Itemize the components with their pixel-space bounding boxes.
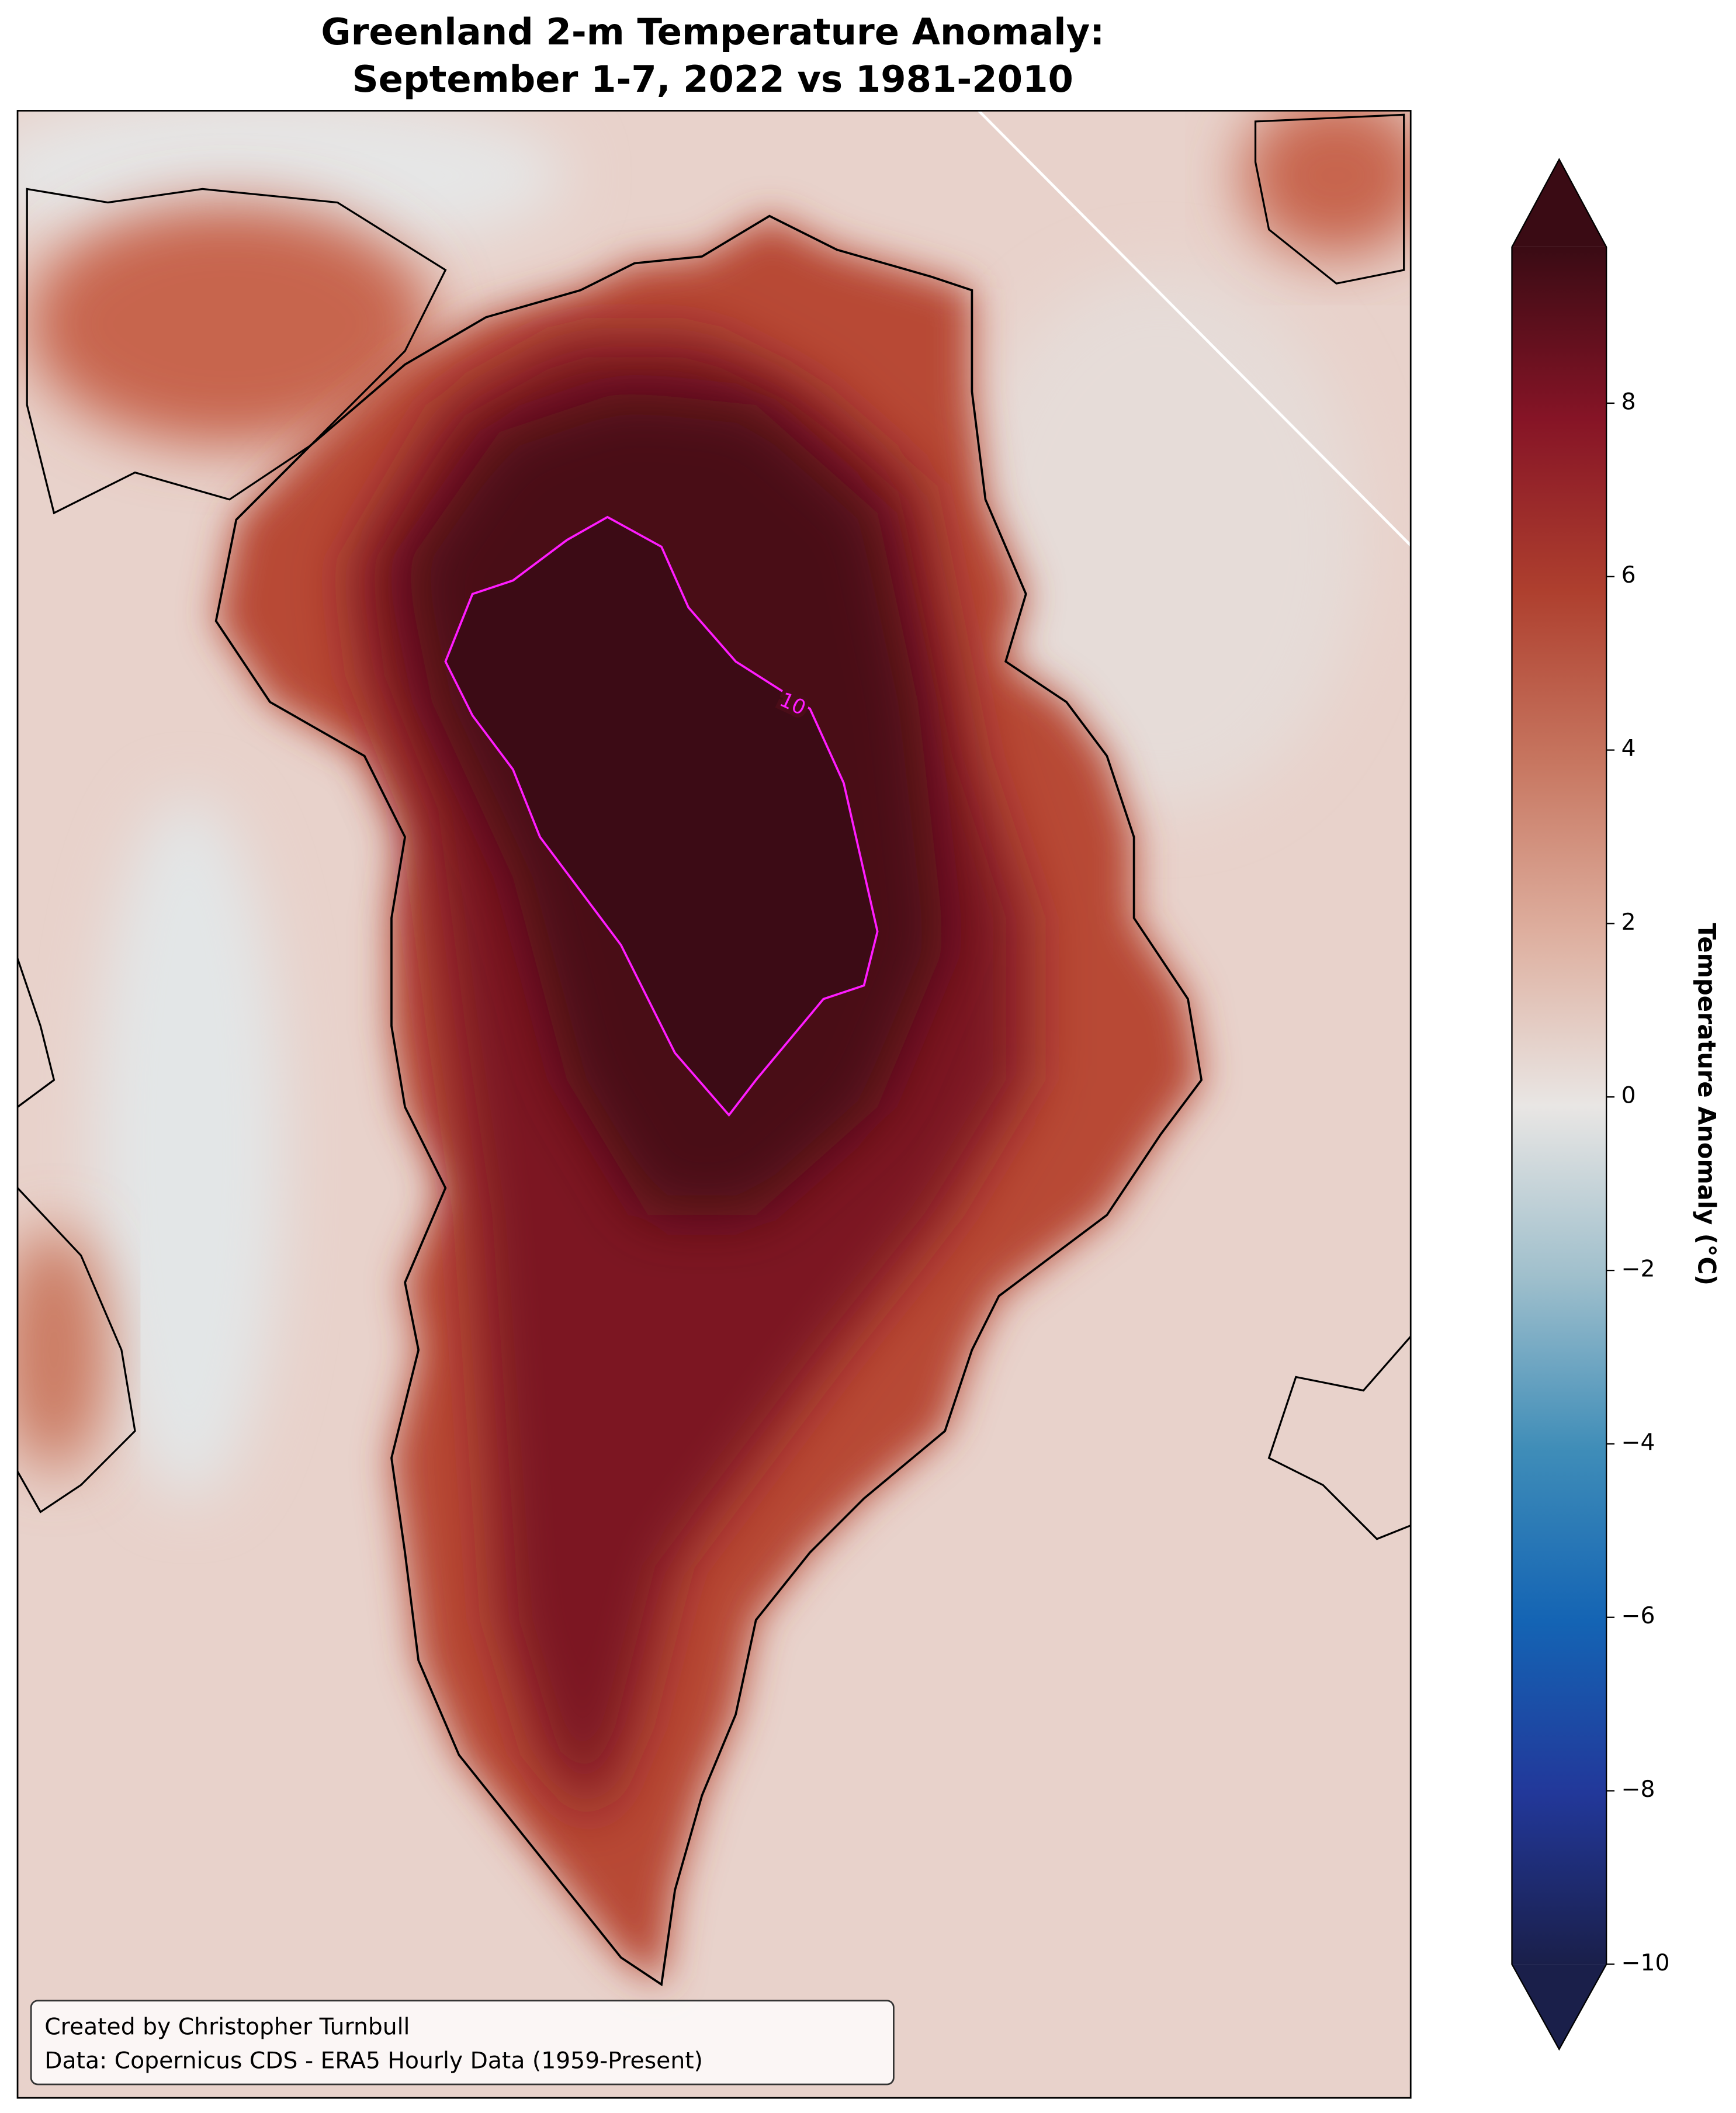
title-line: September 1-7, 2022 vs 1981-2010 bbox=[352, 58, 1073, 101]
colorbar-tick-label: 8 bbox=[1621, 389, 1636, 415]
colorbar-tick-label: 4 bbox=[1621, 736, 1636, 762]
colorbar-tick-label: 6 bbox=[1621, 562, 1636, 588]
cool-area bbox=[94, 796, 284, 1499]
coastline bbox=[18, 1187, 136, 1513]
coastline bbox=[1267, 1336, 1411, 1540]
credit-box: Created by Christopher Turnbull Data: Co… bbox=[30, 2000, 895, 2086]
warm-area bbox=[27, 202, 432, 446]
title-line: Greenland 2-m Temperature Anomaly: bbox=[321, 11, 1104, 53]
credit-line: Created by Christopher Turnbull bbox=[44, 2014, 410, 2041]
title: Greenland 2-m Temperature Anomaly: Septe… bbox=[321, 11, 1104, 101]
contour-line bbox=[444, 515, 879, 1117]
colorbar-tick-label: −8 bbox=[1621, 1776, 1655, 1803]
colorbar-tick-label: 0 bbox=[1621, 1083, 1636, 1109]
colorbar-label: Temperature Anomaly (°C) bbox=[1692, 923, 1721, 1286]
credit-line: Data: Copernicus CDS - ERA5 Hourly Data … bbox=[44, 2048, 703, 2074]
colorbar-tick-label: −10 bbox=[1621, 1950, 1670, 1976]
colorbar-tick-label: −4 bbox=[1621, 1429, 1655, 1456]
core bbox=[445, 517, 878, 1116]
colorbar-tick-label: −6 bbox=[1621, 1603, 1655, 1629]
coastline bbox=[26, 188, 447, 515]
seam-line bbox=[978, 110, 1411, 546]
colorbar: Temperature Anomaly (°C) −10 −8 −6 −4 −2 0 2 4 6… bbox=[1511, 158, 1721, 2051]
colorbar-extend bbox=[1512, 1964, 1607, 2049]
colorbar-frame bbox=[1511, 158, 1607, 2051]
colorbar-tick-label: 2 bbox=[1621, 909, 1636, 936]
coastline bbox=[18, 958, 56, 1108]
coastline bbox=[214, 214, 1203, 1987]
warm-area bbox=[1242, 110, 1411, 257]
coastline bbox=[1254, 113, 1405, 285]
warm-area bbox=[18, 1228, 108, 1472]
map: 10 bbox=[18, 110, 1411, 2098]
credit-background bbox=[30, 2000, 895, 2086]
colorbar-extend bbox=[1512, 159, 1607, 247]
cool-area bbox=[958, 270, 1364, 810]
map-frame bbox=[16, 110, 1412, 2099]
colorbar-fill bbox=[1512, 247, 1607, 1965]
colorbar-tick-label: −2 bbox=[1621, 1256, 1655, 1283]
